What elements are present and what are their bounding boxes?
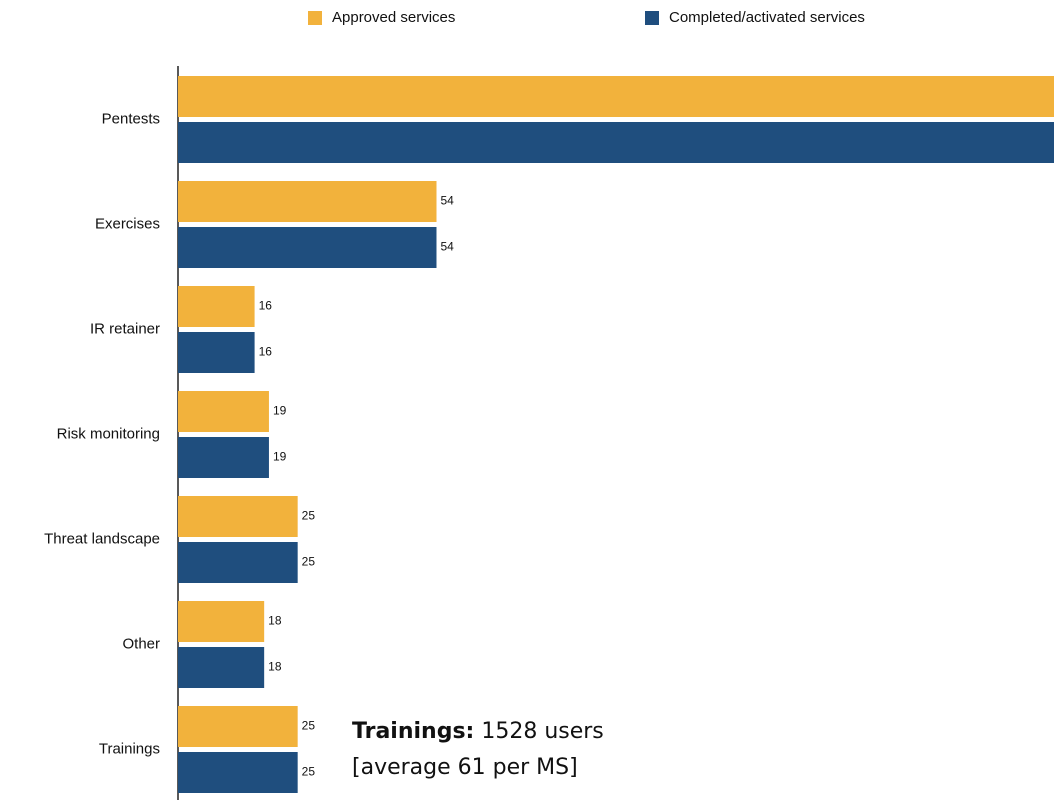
legend-swatch: [645, 11, 659, 25]
value-label: 19: [273, 404, 287, 418]
legend-label: Approved services: [332, 9, 455, 26]
value-label: 18: [268, 614, 282, 628]
annotation-note: [average 61 per MS]: [352, 755, 578, 780]
bar: [178, 391, 269, 432]
bar: [178, 122, 1054, 163]
value-label: 25: [302, 719, 316, 733]
bar: [178, 437, 269, 478]
category-label: Other: [122, 635, 160, 652]
bar: [178, 332, 255, 373]
value-label: 18: [268, 660, 282, 674]
value-label: 16: [259, 299, 273, 313]
category-label: Threat landscape: [44, 530, 160, 547]
value-label: 25: [302, 765, 316, 779]
bar: [178, 647, 265, 688]
category-label: Exercises: [95, 215, 160, 232]
category-label: Pentests: [102, 110, 160, 127]
bar: [178, 286, 255, 327]
bar: [178, 601, 265, 642]
value-label: 54: [440, 194, 454, 208]
legend-swatch: [308, 11, 322, 25]
annotation-label: Trainings:: [352, 719, 474, 744]
bar: [178, 76, 1054, 117]
bar: [178, 706, 298, 747]
value-label: 19: [273, 450, 287, 464]
legend-label: Completed/activated services: [669, 9, 865, 26]
annotation-text: 1528 users: [481, 719, 603, 744]
value-label: 25: [302, 509, 316, 523]
bar: [178, 752, 298, 793]
value-label: 54: [440, 240, 454, 254]
category-label: Trainings: [99, 740, 160, 757]
category-label: Risk monitoring: [57, 425, 160, 442]
annotation: Trainings: 1528 users: [352, 719, 604, 744]
value-label: 16: [259, 345, 273, 359]
bar: [178, 496, 298, 537]
category-label: IR retainer: [90, 320, 160, 337]
bar: [178, 542, 298, 583]
value-label: 25: [302, 555, 316, 569]
plot-area: [178, 76, 1054, 793]
bar: [178, 181, 437, 222]
bar: [178, 227, 437, 268]
